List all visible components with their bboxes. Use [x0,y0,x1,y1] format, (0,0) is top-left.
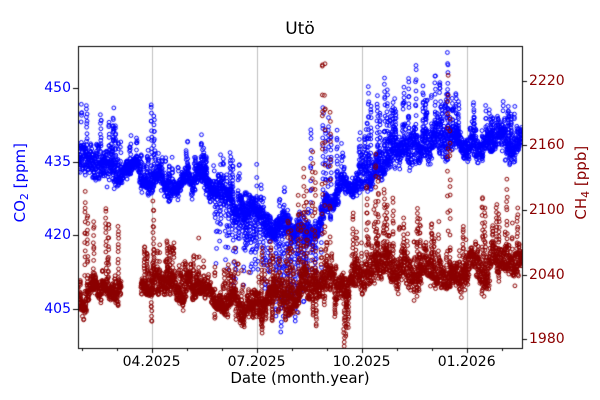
y-right-tick-label: 2040 [529,266,565,283]
x-tick-label: 07.2025 [227,354,286,370]
y-right-tick-label: 2100 [529,201,565,218]
y-left-tick-label: 405 [44,300,71,317]
y-right-tick-label: 1980 [529,331,565,348]
y-right-tick-label: 2220 [529,72,565,89]
y-right-label-unit: [ppb] [572,145,590,191]
y-left-tick-label: 435 [44,153,71,170]
y-left-tick-label: 420 [44,227,71,244]
x-tick-label: 01.2026 [437,354,496,370]
y-right-label-subscript: 4 [579,190,592,198]
y-right-tick-label: 2160 [529,137,565,154]
x-tick-label: 04.2025 [122,354,181,370]
x-tick-label: 10.2025 [332,354,391,370]
y-left-tick-label: 450 [44,79,71,96]
y-left-label-text: CO [11,200,29,223]
y-left-label-subscript: 2 [18,193,31,201]
chart-title: Utö [285,19,315,39]
x-axis-label: Date (month.year) [230,369,370,387]
